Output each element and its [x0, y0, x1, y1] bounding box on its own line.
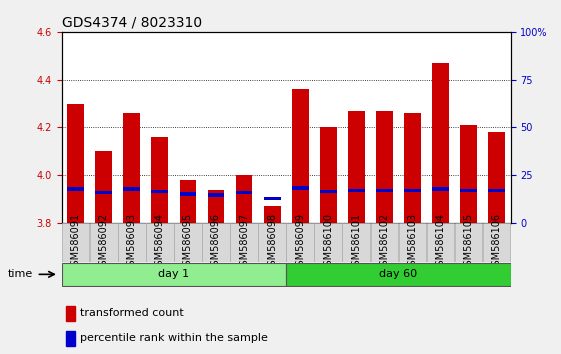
Text: time: time [7, 269, 33, 279]
Bar [67, 103, 84, 223]
Bar [66, 306, 75, 321]
Bar [151, 137, 168, 223]
FancyBboxPatch shape [314, 223, 342, 262]
Bar [236, 191, 252, 194]
Bar [432, 63, 449, 223]
FancyBboxPatch shape [398, 223, 426, 262]
Bar [67, 187, 84, 191]
Bar [66, 331, 75, 346]
FancyBboxPatch shape [174, 223, 202, 262]
Bar [432, 187, 449, 191]
Bar [208, 189, 224, 223]
Bar [320, 190, 337, 193]
Bar [320, 127, 337, 223]
Text: GSM586097: GSM586097 [239, 213, 249, 272]
Bar [460, 189, 477, 192]
FancyBboxPatch shape [258, 223, 286, 262]
FancyBboxPatch shape [482, 223, 511, 262]
Bar [123, 187, 140, 191]
FancyBboxPatch shape [427, 223, 454, 262]
Bar [236, 175, 252, 223]
FancyBboxPatch shape [286, 263, 511, 285]
Text: GSM586098: GSM586098 [267, 213, 277, 272]
Bar [376, 111, 393, 223]
Text: transformed count: transformed count [80, 308, 184, 318]
Bar [488, 189, 505, 192]
Bar [95, 191, 112, 194]
Text: GSM586103: GSM586103 [407, 213, 417, 272]
Text: GDS4374 / 8023310: GDS4374 / 8023310 [62, 15, 202, 29]
Text: GSM586091: GSM586091 [71, 213, 81, 272]
Bar [348, 189, 365, 192]
Text: day 1: day 1 [158, 269, 190, 279]
Text: GSM586106: GSM586106 [491, 213, 502, 272]
Text: GSM586093: GSM586093 [127, 213, 137, 272]
FancyBboxPatch shape [118, 223, 145, 262]
Bar [376, 189, 393, 192]
Text: percentile rank within the sample: percentile rank within the sample [80, 333, 268, 343]
Text: GSM586096: GSM586096 [211, 213, 221, 272]
Bar [264, 206, 280, 223]
Bar [264, 197, 280, 200]
FancyBboxPatch shape [202, 223, 230, 262]
Bar [292, 186, 309, 189]
Bar [404, 113, 421, 223]
Bar [180, 180, 196, 223]
FancyBboxPatch shape [62, 263, 286, 285]
Bar [208, 193, 224, 197]
Text: GSM586102: GSM586102 [379, 213, 389, 272]
FancyBboxPatch shape [62, 223, 90, 262]
Text: GSM586100: GSM586100 [323, 213, 333, 272]
Text: GSM586105: GSM586105 [463, 213, 473, 272]
FancyBboxPatch shape [286, 223, 314, 262]
FancyBboxPatch shape [454, 223, 482, 262]
Bar [292, 89, 309, 223]
FancyBboxPatch shape [146, 223, 174, 262]
Bar [95, 152, 112, 223]
FancyBboxPatch shape [342, 223, 370, 262]
Bar [460, 125, 477, 223]
Text: GSM586104: GSM586104 [435, 213, 445, 272]
Text: GSM586092: GSM586092 [99, 213, 109, 272]
FancyBboxPatch shape [90, 223, 118, 262]
FancyBboxPatch shape [370, 223, 398, 262]
Bar [180, 192, 196, 195]
FancyBboxPatch shape [230, 223, 257, 262]
Bar [151, 190, 168, 193]
Text: GSM586094: GSM586094 [155, 213, 165, 272]
Text: GSM586099: GSM586099 [295, 213, 305, 272]
Bar [123, 113, 140, 223]
Text: GSM586095: GSM586095 [183, 213, 193, 272]
Text: day 60: day 60 [379, 269, 417, 279]
Bar [404, 189, 421, 192]
Bar [348, 111, 365, 223]
Text: GSM586101: GSM586101 [351, 213, 361, 272]
Bar [488, 132, 505, 223]
